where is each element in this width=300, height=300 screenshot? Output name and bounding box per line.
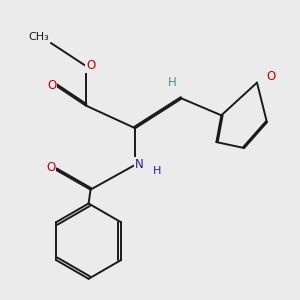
Text: H: H [167, 76, 176, 89]
Text: O: O [86, 59, 95, 72]
Text: O: O [47, 79, 56, 92]
Text: N: N [135, 158, 143, 171]
Text: O: O [266, 70, 275, 83]
Text: CH₃: CH₃ [29, 32, 50, 42]
Text: O: O [46, 161, 56, 174]
Text: H: H [153, 166, 161, 176]
